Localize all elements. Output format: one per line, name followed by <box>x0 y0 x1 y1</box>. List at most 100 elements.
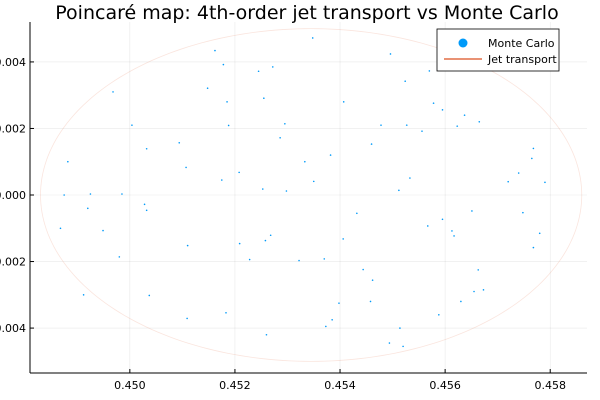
monte-carlo-point <box>342 101 345 103</box>
y-tick-label: 0.002 <box>0 122 26 135</box>
monte-carlo-point <box>148 294 151 297</box>
axes <box>29 22 587 374</box>
monte-carlo-point <box>329 154 332 156</box>
monte-carlo-point <box>473 290 475 293</box>
monte-carlo-point <box>342 238 344 240</box>
monte-carlo-point <box>460 300 462 303</box>
monte-carlo-point <box>225 311 227 314</box>
monte-carlo-point <box>456 125 459 127</box>
monte-carlo-point <box>269 234 272 237</box>
monte-carlo-point <box>265 333 268 336</box>
monte-carlo-point <box>409 177 411 179</box>
monte-carlo-point <box>82 294 85 296</box>
monte-carlo-point <box>312 180 315 183</box>
monte-carlo-point <box>389 53 392 55</box>
monte-carlo-point <box>214 49 216 52</box>
monte-carlo-point <box>532 246 535 249</box>
monte-carlo-point <box>145 209 148 212</box>
monte-carlo-point <box>404 80 406 83</box>
monte-carlo-point <box>186 244 189 247</box>
monte-carlo-point <box>477 269 480 271</box>
y-tick-label: -0.004 <box>0 322 26 335</box>
monte-carlo-point <box>325 325 327 328</box>
legend: Monte Carlo Jet transport <box>436 28 560 72</box>
monte-carlo-point <box>206 87 209 90</box>
x-tick-label: 0.458 <box>534 379 566 392</box>
monte-carlo-point <box>67 160 69 163</box>
monte-carlo-point <box>143 203 146 206</box>
y-tick-label: -0.002 <box>0 256 26 269</box>
monte-carlo-point <box>102 229 104 232</box>
monte-carlo-point <box>370 143 373 145</box>
grid <box>30 22 587 373</box>
monte-carlo-point <box>186 317 188 320</box>
monte-carlo-point <box>284 123 286 125</box>
y-tick-label: 0.000 <box>0 189 26 202</box>
monte-carlo-point <box>399 327 401 329</box>
monte-carlo-point <box>451 230 453 232</box>
monte-carlo-point <box>338 302 340 304</box>
monte-carlo-point <box>222 63 225 66</box>
monte-carlo-series <box>59 37 546 348</box>
monte-carlo-point <box>118 256 121 258</box>
monte-carlo-point <box>405 124 408 126</box>
legend-box <box>436 28 560 72</box>
monte-carlo-point <box>131 124 133 126</box>
x-ticks: 0.450 0.452 0.454 0.456 0.458 <box>114 369 566 392</box>
monte-carlo-point <box>371 279 374 281</box>
monte-carlo-point <box>112 91 114 93</box>
monte-carlo-point <box>538 232 541 235</box>
legend-label-monte-carlo: Monte Carlo <box>488 37 555 50</box>
monte-carlo-point <box>531 157 533 160</box>
monte-carlo-point <box>402 345 404 348</box>
x-tick-label: 0.454 <box>324 379 356 392</box>
monte-carlo-point <box>311 37 314 39</box>
monte-carlo-point <box>463 114 466 116</box>
monte-carlo-point <box>185 166 187 169</box>
monte-carlo-point <box>356 212 358 215</box>
monte-carlo-point <box>257 70 260 73</box>
monte-carlo-point <box>453 235 455 237</box>
monte-carlo-point <box>522 211 524 214</box>
monte-carlo-point <box>441 109 444 111</box>
x-tick-label: 0.456 <box>429 379 461 392</box>
monte-carlo-point <box>482 289 485 291</box>
monte-carlo-point <box>532 147 535 150</box>
monte-carlo-point <box>304 160 306 163</box>
monte-carlo-point <box>478 121 481 123</box>
monte-carlo-point <box>63 194 65 196</box>
monte-carlo-point <box>238 171 240 174</box>
monte-carlo-point <box>248 258 251 261</box>
legend-marker-monte-carlo <box>458 38 468 48</box>
monte-carlo-point <box>471 210 473 212</box>
monte-carlo-point <box>517 172 520 174</box>
monte-carlo-point <box>178 141 181 144</box>
monte-carlo-point <box>441 218 444 221</box>
monte-carlo-point <box>89 193 92 195</box>
monte-carlo-point <box>323 258 326 260</box>
y-tick-label: 0.004 <box>0 56 26 69</box>
monte-carlo-point <box>220 179 223 181</box>
monte-carlo-point <box>438 313 440 316</box>
chart-title: Poincaré map: 4th-order jet transport vs… <box>55 2 558 24</box>
monte-carlo-point <box>238 242 241 245</box>
monte-carlo-point <box>271 66 274 68</box>
x-tick-label: 0.452 <box>219 379 251 392</box>
monte-carlo-point <box>145 147 148 150</box>
monte-carlo-point <box>331 318 333 321</box>
monte-carlo-point <box>226 101 228 103</box>
monte-carlo-point <box>369 300 372 303</box>
monte-carlo-point <box>59 227 62 230</box>
monte-carlo-point <box>264 239 267 242</box>
monte-carlo-point <box>380 124 382 126</box>
monte-carlo-point <box>285 190 288 192</box>
monte-carlo-point <box>426 225 429 227</box>
monte-carlo-point <box>261 188 264 190</box>
monte-carlo-point <box>388 342 391 344</box>
monte-carlo-point <box>421 130 423 132</box>
y-ticks: -0.004 -0.002 0.000 0.002 0.004 <box>0 56 34 335</box>
legend-label-jet-transport: Jet transport <box>487 53 557 66</box>
monte-carlo-point <box>121 193 123 195</box>
monte-carlo-point <box>263 97 265 99</box>
